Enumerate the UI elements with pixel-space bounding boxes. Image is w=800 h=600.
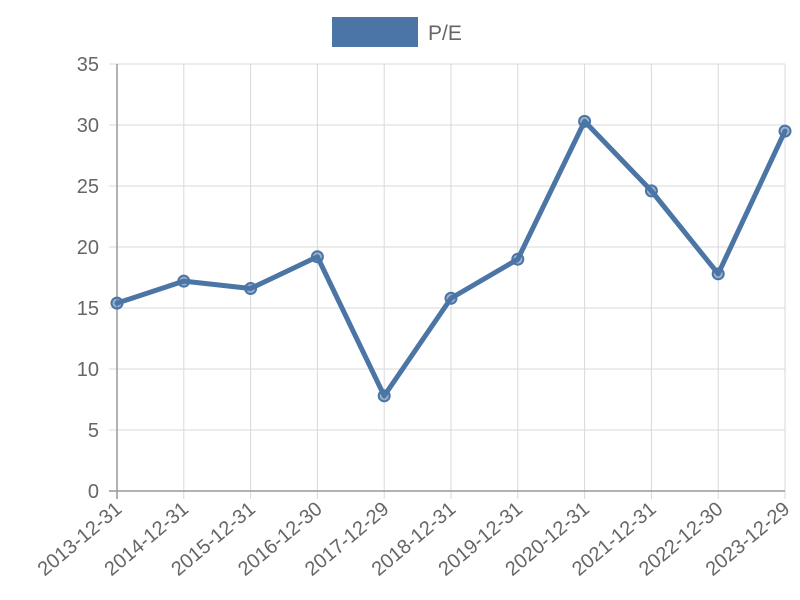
y-tick-label: 35 [77,54,99,76]
legend[interactable]: P/E [332,17,462,47]
y-tick-label: 5 [88,420,99,442]
data-point[interactable] [110,296,124,310]
legend-label[interactable]: P/E [428,22,462,45]
x-axis-ticks: 2013-12-312014-12-312015-12-312016-12-30… [34,498,795,581]
data-point[interactable] [578,114,592,128]
y-tick-label: 15 [77,298,99,320]
data-point[interactable] [644,184,658,198]
y-tick-label: 20 [77,237,99,259]
y-tick-label: 10 [77,359,99,381]
data-point[interactable] [310,250,324,264]
legend-swatch[interactable] [332,17,418,47]
data-point[interactable] [377,389,391,403]
series-layer [110,114,792,403]
grid [109,63,786,499]
y-tick-label: 30 [77,115,99,137]
data-point[interactable] [244,281,258,295]
axes [109,64,785,499]
y-tick-label: 25 [77,176,99,198]
data-point[interactable] [177,274,191,288]
y-tick-label: 0 [88,481,99,503]
data-point[interactable] [778,124,792,138]
data-point[interactable] [511,252,525,266]
y-axis-ticks: 0 5 10 15 20 25 30 35 [77,54,99,503]
data-point[interactable] [711,267,725,281]
data-point[interactable] [444,291,458,305]
